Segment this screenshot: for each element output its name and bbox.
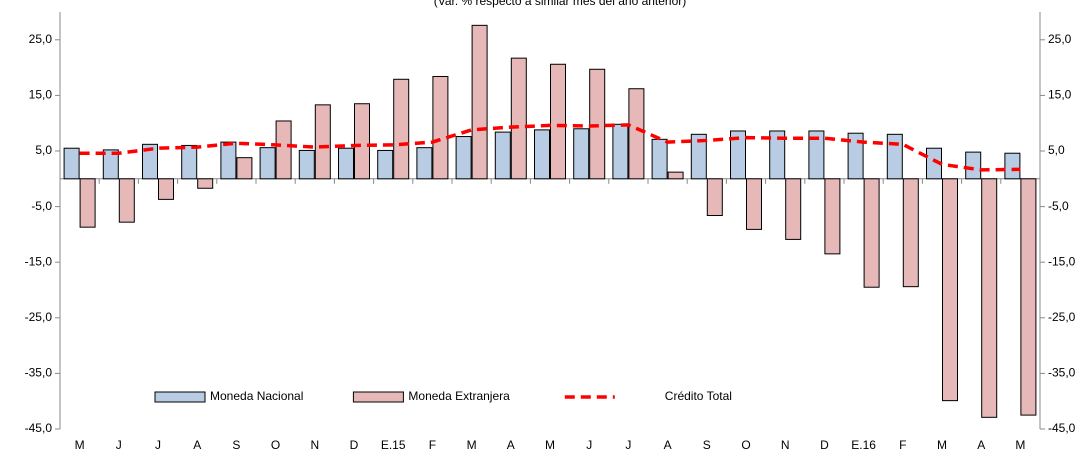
bar: [338, 147, 354, 180]
bar: [236, 157, 253, 180]
x-tick-label: J: [625, 438, 631, 452]
x-tick-label: F: [899, 438, 906, 452]
bar: [847, 132, 864, 180]
x-tick-label: J: [155, 438, 161, 452]
bar: [1020, 178, 1037, 416]
bar: [769, 130, 786, 180]
x-tick-label: A: [977, 438, 985, 452]
bar: [628, 88, 645, 180]
y2-tick-label: -5,0: [1048, 199, 1069, 213]
y2-tick-label: -25,0: [1048, 310, 1076, 324]
bar: [298, 149, 315, 180]
bar: [690, 133, 707, 180]
y-tick-label: 5,0: [35, 143, 52, 157]
bar: [902, 178, 919, 288]
y-tick-label: 25,0: [29, 32, 53, 46]
bar: [314, 104, 331, 180]
line: [79, 123, 1021, 172]
bar: [706, 178, 723, 216]
bar: [510, 57, 527, 180]
x-tick-label: A: [664, 438, 672, 452]
bar: [808, 130, 825, 180]
bar: [746, 178, 762, 230]
bar: [259, 147, 276, 180]
x-tick-label: O: [741, 438, 750, 452]
x-tick-label: N: [781, 438, 790, 452]
legend-swatch: [154, 391, 206, 403]
bar: [667, 171, 684, 180]
y2-tick-label: -45,0: [1048, 421, 1076, 435]
bar: [942, 178, 958, 402]
bar: [432, 75, 449, 180]
x-tick-label: S: [703, 438, 711, 452]
bar: [1004, 152, 1021, 180]
y2-tick-label: 5,0: [1048, 143, 1065, 157]
y2-tick-label: 25,0: [1048, 32, 1072, 46]
bar: [965, 151, 982, 180]
x-tick-label: A: [507, 438, 515, 452]
bar: [63, 147, 80, 180]
x-tick-label: M: [1015, 438, 1025, 452]
y-tick-label: -45,0: [25, 421, 53, 435]
bar: [573, 128, 590, 180]
x-tick-label: E.15: [381, 438, 406, 452]
legend-swatch: [352, 391, 404, 403]
bar: [730, 130, 746, 180]
x-tick-label: S: [232, 438, 240, 452]
bar: [651, 138, 668, 180]
chart-subtitle: (Var. % respecto a similar mes del año a…: [434, 0, 687, 8]
bar: [220, 141, 237, 180]
bar: [142, 143, 158, 180]
x-tick-label: M: [545, 438, 555, 452]
y-tick-label: 15,0: [29, 88, 53, 102]
y-tick-label: -15,0: [25, 254, 53, 268]
legend-label: Crédito Total: [665, 389, 732, 403]
legend-label: Moneda Extranjera: [408, 389, 510, 403]
bar: [102, 149, 119, 180]
bar: [824, 178, 841, 255]
x-tick-label: F: [429, 438, 436, 452]
bar: [534, 129, 550, 180]
y2-tick-label: 15,0: [1048, 88, 1072, 102]
x-tick-label: J: [586, 438, 592, 452]
bar: [471, 24, 488, 180]
y-tick-label: -25,0: [25, 310, 53, 324]
bar: [550, 63, 566, 180]
bar: [612, 123, 629, 180]
x-tick-label: M: [937, 438, 947, 452]
bar: [886, 133, 903, 180]
y-tick-label: -5,0: [31, 199, 52, 213]
bar: [181, 144, 198, 180]
y2-tick-label: -15,0: [1048, 254, 1076, 268]
y-tick-label: -35,0: [25, 366, 53, 380]
bar: [785, 178, 802, 240]
bar: [416, 147, 433, 180]
x-tick-label: D: [820, 438, 829, 452]
bar: [158, 178, 174, 200]
x-tick-label: M: [75, 438, 85, 452]
x-tick-label: O: [271, 438, 280, 452]
bar: [981, 178, 998, 418]
bar: [393, 78, 410, 180]
x-tick-label: M: [467, 438, 477, 452]
bar: [79, 178, 96, 228]
x-tick-label: A: [193, 438, 201, 452]
x-tick-label: J: [116, 438, 122, 452]
bar: [118, 178, 135, 223]
bar: [455, 136, 472, 180]
bar: [863, 178, 880, 288]
bar: [197, 178, 214, 189]
bar: [494, 131, 511, 180]
legend-label: Moneda Nacional: [210, 389, 303, 403]
bar: [377, 149, 394, 180]
x-tick-label: N: [310, 438, 319, 452]
x-tick-label: D: [350, 438, 359, 452]
y2-tick-label: -35,0: [1048, 366, 1076, 380]
x-tick-label: E.16: [851, 438, 876, 452]
bar: [354, 103, 370, 180]
bar: [275, 120, 292, 180]
